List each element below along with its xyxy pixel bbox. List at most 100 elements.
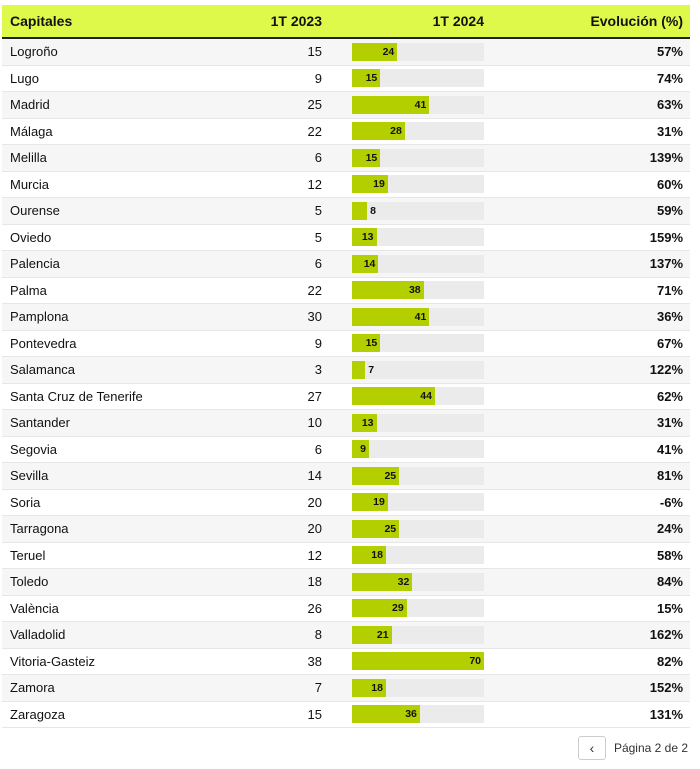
table-row: Logroño 15 24 57%	[2, 39, 690, 66]
bar-fill: 24	[352, 42, 398, 61]
city-name: Logroño	[10, 44, 58, 60]
bar-1t-2024: 13	[352, 413, 484, 432]
city-name: Pontevedra	[10, 335, 77, 351]
bar-1t-2024: 38	[352, 281, 484, 300]
bar-fill: 25	[352, 519, 400, 538]
value-evolucion: 58%	[656, 547, 683, 563]
value-1t-2023: 7	[314, 680, 322, 696]
bar-label: 41	[414, 310, 427, 323]
value-evolucion: 137%	[649, 256, 683, 272]
value-1t-2023: 8	[314, 627, 322, 643]
city-name: Zaragoza	[10, 706, 65, 722]
bar-1t-2024: 13	[352, 228, 484, 247]
bar-1t-2024: 15	[352, 148, 484, 167]
bar-1t-2024: 7	[352, 360, 484, 379]
bar-1t-2024: 32	[352, 572, 484, 591]
bar-label: 25	[384, 522, 397, 535]
bar-track	[352, 69, 484, 88]
bar-label: 8	[370, 204, 376, 217]
value-1t-2023: 22	[307, 282, 322, 298]
bar-1t-2024: 36	[352, 705, 484, 724]
value-evolucion: 41%	[656, 441, 683, 457]
table-row: Zaragoza 15 36 131%	[2, 702, 690, 728]
value-1t-2023: 18	[307, 574, 322, 590]
bar-label: 41	[414, 98, 427, 111]
table-row: Oviedo 5 13 159%	[2, 225, 690, 251]
city-name: Zamora	[10, 680, 55, 696]
bar-fill: 70	[352, 652, 484, 671]
bar-fill	[352, 360, 366, 379]
bar-label: 13	[361, 231, 374, 244]
value-1t-2023: 3	[314, 362, 322, 378]
city-name: Sevilla	[10, 468, 49, 484]
city-name: Valladolid	[10, 627, 66, 643]
value-1t-2023: 15	[307, 44, 322, 60]
value-1t-2023: 12	[307, 176, 322, 192]
bar-track	[352, 334, 484, 353]
value-1t-2023: 9	[314, 70, 322, 86]
bar-1t-2024: 44	[352, 387, 484, 406]
table-row: Teruel 12 18 58%	[2, 543, 690, 569]
bar-label: 15	[365, 72, 378, 85]
table-row: Sevilla 14 25 81%	[2, 463, 690, 490]
value-evolucion: 31%	[656, 415, 683, 431]
value-evolucion: 131%	[649, 706, 683, 722]
table-row: Tarragona 20 25 24%	[2, 516, 690, 543]
bar-fill: 18	[352, 678, 386, 697]
city-name: Palma	[10, 282, 47, 298]
bar-fill: 38	[352, 281, 424, 300]
bar-1t-2024: 18	[352, 546, 484, 565]
bar-label: 18	[371, 681, 383, 694]
bar-label: 19	[373, 496, 385, 509]
city-name: Segovia	[10, 441, 57, 457]
value-evolucion: 31%	[656, 123, 683, 139]
bar-1t-2024: 14	[352, 254, 484, 273]
value-1t-2023: 10	[307, 415, 322, 431]
bar-label: 18	[371, 549, 383, 562]
table-row: Pontevedra 9 15 67%	[2, 331, 690, 357]
bar-1t-2024: 19	[352, 493, 484, 512]
city-name: València	[10, 600, 59, 616]
bar-label: 13	[361, 416, 374, 429]
value-evolucion: 60%	[656, 176, 683, 192]
value-evolucion: 24%	[656, 521, 683, 537]
table-row: Ourense 5 8 59%	[2, 198, 690, 225]
bar-label: 44	[420, 390, 432, 403]
bar-label: 19	[373, 178, 385, 191]
bar-label: 25	[384, 469, 397, 482]
value-evolucion: -6%	[659, 494, 683, 510]
bar-label: 15	[365, 151, 378, 164]
city-name: Ourense	[10, 203, 60, 219]
bar-label: 38	[408, 284, 421, 297]
table-row: Murcia 12 19 60%	[2, 172, 690, 198]
value-1t-2023: 22	[307, 123, 322, 139]
pagination: ‹ Página 2 de 2	[577, 736, 688, 760]
header-1t-2023[interactable]: 1T 2023	[270, 13, 322, 29]
header-1t-2024[interactable]: 1T 2024	[432, 13, 484, 29]
previous-page-button[interactable]: ‹	[577, 736, 606, 760]
value-evolucion: 152%	[649, 680, 683, 696]
table-row: Lugo 9 15 74%	[2, 66, 690, 92]
value-evolucion: 62%	[656, 388, 683, 404]
value-1t-2023: 27	[307, 388, 322, 404]
header-capitales[interactable]: Capitales	[10, 13, 73, 29]
bar-1t-2024: 21	[352, 625, 484, 644]
value-evolucion: 139%	[649, 150, 683, 166]
city-name: Vitoria-Gasteiz	[10, 653, 96, 669]
table-row: Segovia 6 9 41%	[2, 437, 690, 463]
value-1t-2023: 14	[307, 468, 322, 484]
bar-label: 15	[365, 337, 378, 350]
bar-1t-2024: 41	[352, 95, 484, 114]
value-1t-2023: 9	[314, 335, 322, 351]
bar-fill	[352, 201, 368, 220]
bar-label: 24	[382, 45, 395, 58]
bar-1t-2024: 70	[352, 652, 484, 671]
value-1t-2023: 20	[307, 494, 322, 510]
header-evolucion[interactable]: Evolución (%)	[590, 13, 683, 29]
table-row: Pamplona 30 41 36%	[2, 304, 690, 331]
table-row: Salamanca 3 7 122%	[2, 357, 690, 384]
value-evolucion: 36%	[656, 309, 683, 325]
value-evolucion: 84%	[656, 574, 683, 590]
bar-1t-2024: 18	[352, 678, 484, 697]
value-1t-2023: 20	[307, 521, 322, 537]
